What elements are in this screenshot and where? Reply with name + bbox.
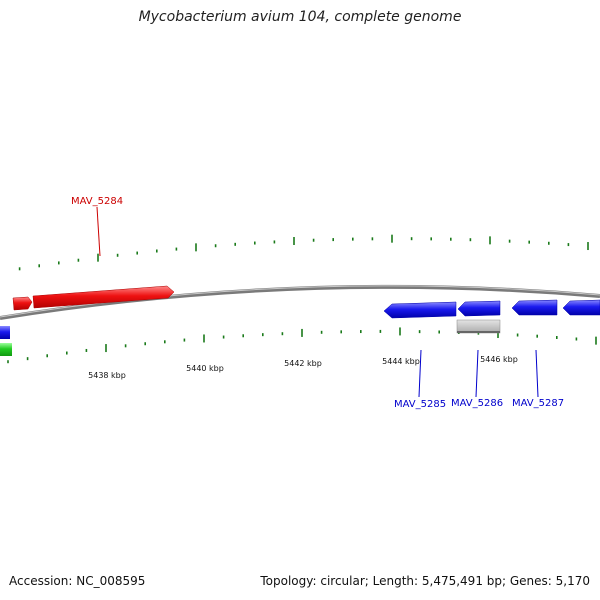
genome-summary-text: Topology: circular; Length: 5,475,491 bp… <box>260 574 590 588</box>
gene-block-pseudo-shadow <box>457 331 500 333</box>
gene-label-mav-5287[interactable]: MAV_5287 <box>512 398 564 409</box>
leader-line-mav-5287 <box>535 349 539 398</box>
accession-text: Accession: NC_008595 <box>9 574 146 588</box>
scale-label: 5442 kbp <box>284 359 322 368</box>
scale-label: 5440 kbp <box>186 364 224 373</box>
gene-label-mav-5284[interactable]: MAV_5284 <box>71 196 123 207</box>
gene-arrow-forward-small[interactable] <box>12 296 33 311</box>
genome-backbone-highlight <box>0 285 600 318</box>
scale-label: 5444 kbp <box>382 357 420 366</box>
inner-tick-marks <box>7 327 597 364</box>
map-title: Mycobacterium avium 104, complete genome <box>138 9 462 25</box>
scale-label: 5438 kbp <box>88 371 126 380</box>
gene-arrow-mav-5284[interactable] <box>32 285 175 309</box>
scale-label: 5446 kbp <box>480 355 518 364</box>
gene-block-rna-left-edge[interactable] <box>0 343 12 356</box>
gene-arrow-mav-5287[interactable] <box>511 299 558 316</box>
leader-line-mav-5286 <box>475 349 479 398</box>
genome-backbone <box>0 284 600 320</box>
outer-tick-marks <box>18 234 589 271</box>
gene-block-reverse-left-edge[interactable] <box>0 326 10 339</box>
gene-label-mav-5286[interactable]: MAV_5286 <box>451 398 503 409</box>
leader-line-mav-5284 <box>96 206 101 257</box>
leader-line-mav-5285 <box>418 349 422 398</box>
gene-arrow-reverse-right-edge[interactable] <box>562 299 600 316</box>
gene-label-mav-5285[interactable]: MAV_5285 <box>394 399 446 410</box>
gene-arrow-mav-5286[interactable] <box>457 300 501 317</box>
gene-arrow-mav-5285[interactable] <box>383 301 457 319</box>
